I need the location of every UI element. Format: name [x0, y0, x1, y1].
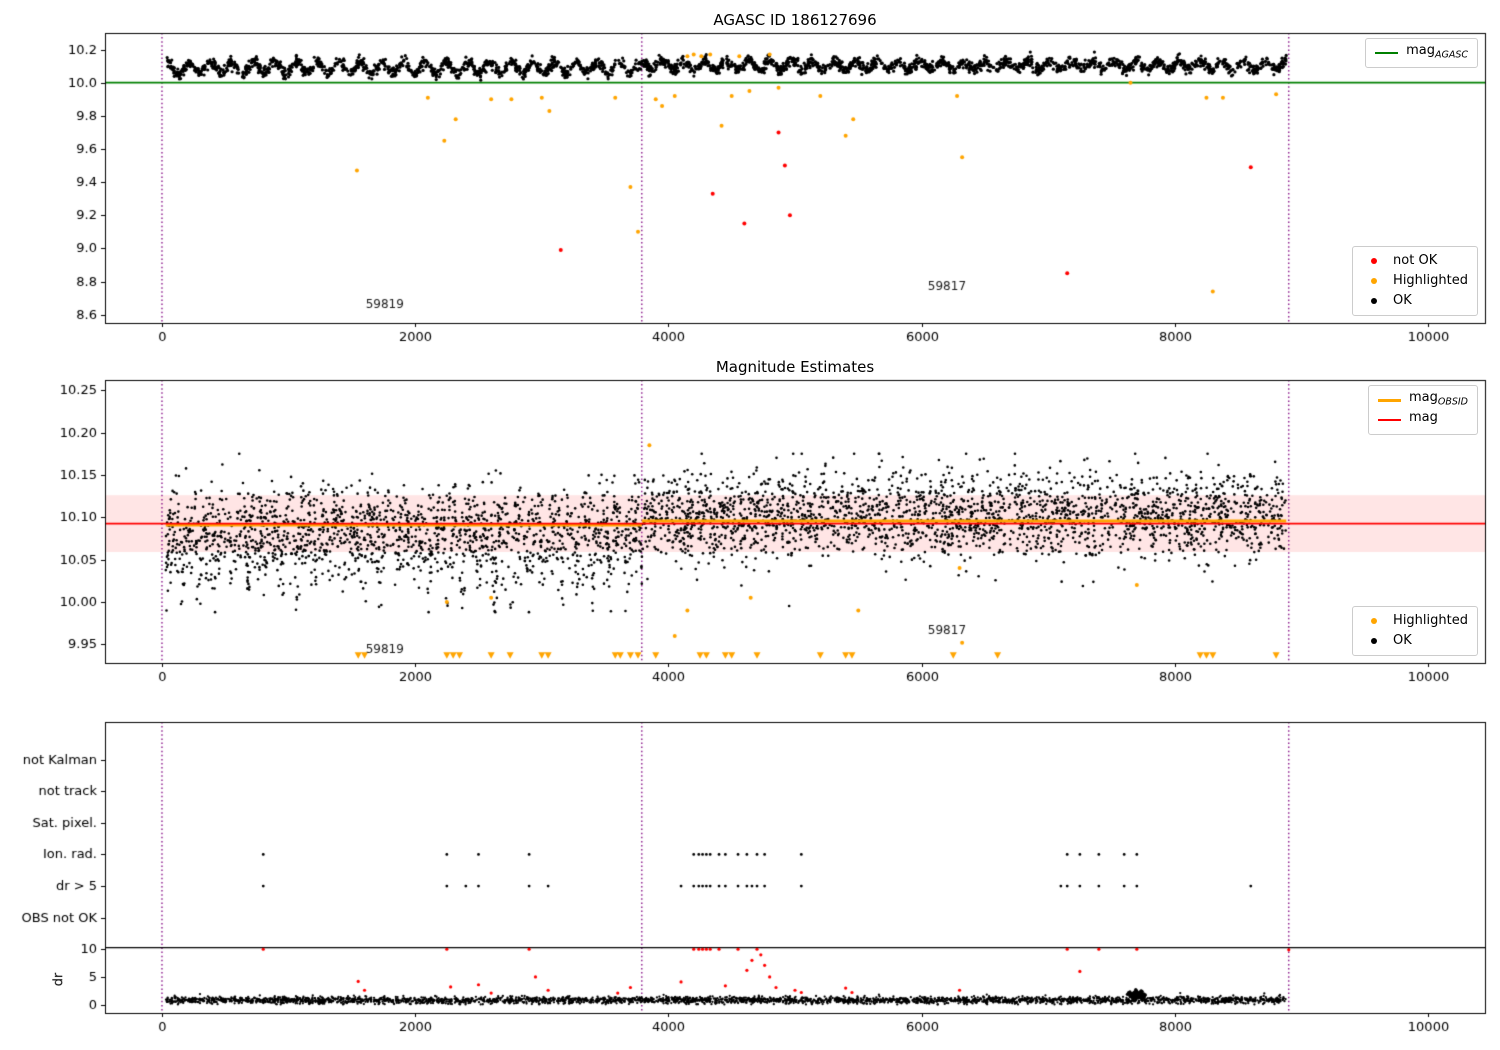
legend-label-mag: mag: [1408, 409, 1438, 425]
mag-obsid-line-swatch-icon: [1377, 398, 1401, 402]
legend-plot2-markers: Highlighted OK: [1352, 606, 1478, 656]
ok-dot-icon: [1370, 638, 1377, 644]
legend-entry-not-ok: not OK: [1362, 251, 1468, 271]
legend-entry-mag-obsid: magOBSID: [1377, 389, 1468, 410]
legend-label-not-ok: not OK: [1393, 253, 1438, 268]
not-ok-swatch: [1362, 258, 1385, 264]
ok2-swatch: [1362, 638, 1385, 644]
legend-mag-agasc: magAGASC: [1365, 38, 1478, 68]
legend-plot1-markers: not OK Highlighted OK: [1352, 246, 1478, 316]
legend-entry-highlighted: Highlighted: [1362, 271, 1468, 291]
mag-agasc-line-swatch-icon: [1375, 52, 1399, 54]
ok-swatch: [1362, 298, 1385, 304]
highlighted-dot-icon: [1370, 618, 1377, 624]
legend-label-highlighted2: Highlighted: [1393, 613, 1468, 628]
plot1-title: AGASC ID 186127696: [713, 11, 877, 29]
legend-entry-mag: mag: [1377, 409, 1468, 430]
not-ok-dot-icon: [1370, 258, 1377, 264]
mag-line-swatch-icon: [1377, 419, 1401, 421]
highlighted2-swatch: [1362, 618, 1385, 624]
legend-entry-mag-agasc: magAGASC: [1375, 43, 1468, 63]
dr-axis-label: dr: [51, 972, 67, 987]
plot2-title: Magnitude Estimates: [715, 358, 875, 376]
highlighted-swatch: [1362, 278, 1385, 284]
legend-label-ok2: OK: [1393, 633, 1412, 648]
legend-label-mag-obsid: magOBSID: [1408, 389, 1468, 408]
highlighted-dot-icon: [1370, 278, 1377, 284]
legend-label-highlighted: Highlighted: [1393, 273, 1468, 288]
ok-dot-icon: [1370, 298, 1377, 304]
legend-entry-highlighted2: Highlighted: [1362, 611, 1468, 631]
legend-label-mag-agasc: magAGASC: [1406, 42, 1468, 61]
legend-entry-ok: OK: [1362, 291, 1468, 311]
legend-label-ok: OK: [1393, 293, 1412, 308]
legend-entry-ok2: OK: [1362, 631, 1468, 651]
legend-plot2-lines: magOBSID mag: [1367, 385, 1478, 435]
